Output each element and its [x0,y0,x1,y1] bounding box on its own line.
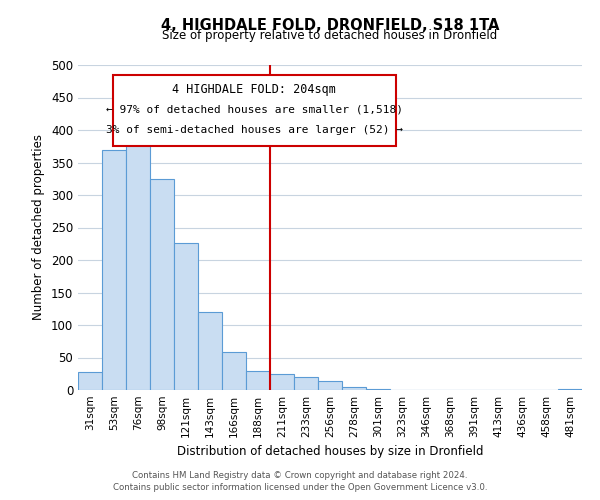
Bar [246,370,270,390]
Y-axis label: Number of detached properties: Number of detached properties [32,134,46,320]
FancyBboxPatch shape [113,74,395,146]
Bar [78,372,102,390]
Text: 4, HIGHDALE FOLD, DRONFIELD, S18 1TA: 4, HIGHDALE FOLD, DRONFIELD, S18 1TA [161,18,499,32]
Text: Size of property relative to detached houses in Dronfield: Size of property relative to detached ho… [163,29,497,42]
Bar [198,312,222,390]
Bar [150,179,174,390]
Bar [342,387,366,390]
Text: 3% of semi-detached houses are larger (52) →: 3% of semi-detached houses are larger (5… [106,125,403,135]
Bar [318,381,342,390]
Text: Contains HM Land Registry data © Crown copyright and database right 2024.: Contains HM Land Registry data © Crown c… [132,471,468,480]
Text: 4 HIGHDALE FOLD: 204sqm: 4 HIGHDALE FOLD: 204sqm [172,83,337,96]
Bar [126,140,150,390]
Bar [558,388,582,390]
Bar [270,374,294,390]
Bar [102,150,126,390]
X-axis label: Distribution of detached houses by size in Dronfield: Distribution of detached houses by size … [177,446,483,458]
Bar [294,377,318,390]
Text: ← 97% of detached houses are smaller (1,518): ← 97% of detached houses are smaller (1,… [106,104,403,114]
Bar [222,352,246,390]
Bar [174,243,198,390]
Text: Contains public sector information licensed under the Open Government Licence v3: Contains public sector information licen… [113,484,487,492]
